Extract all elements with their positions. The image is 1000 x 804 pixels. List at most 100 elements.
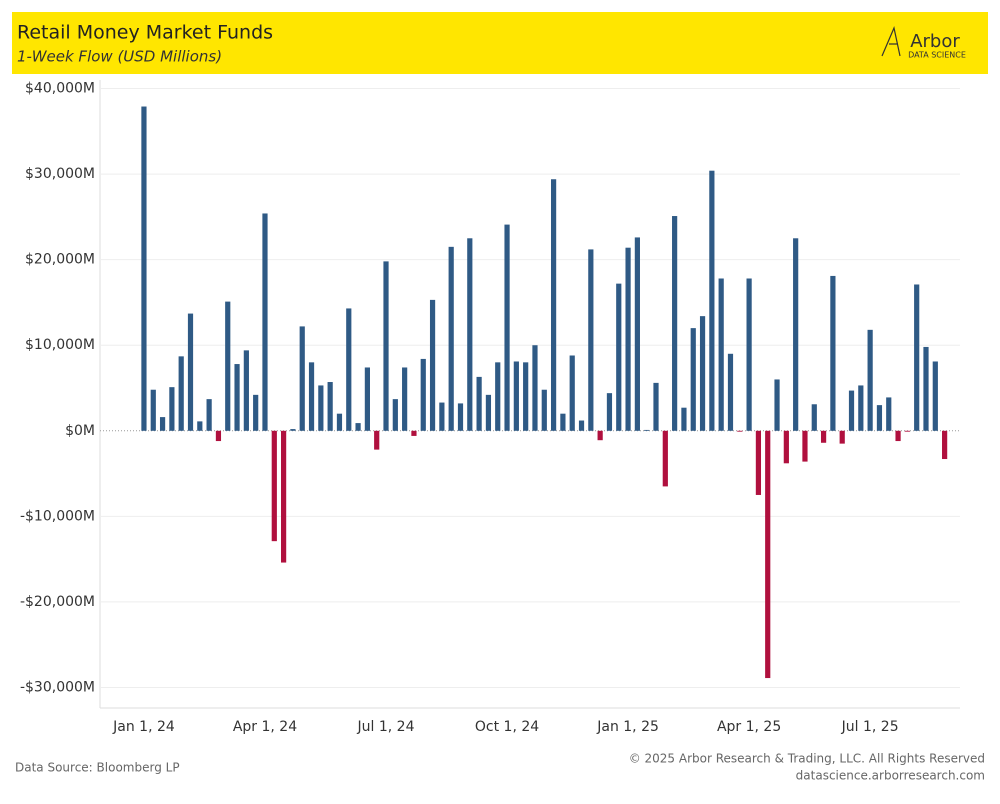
bar — [206, 399, 212, 431]
bar — [876, 405, 883, 431]
bar — [904, 430, 910, 432]
y-tick-label: $0M — [65, 423, 95, 439]
bar — [318, 385, 324, 431]
source: Data Source: Bloomberg LP — [15, 761, 180, 775]
bar — [550, 179, 557, 431]
bar — [690, 328, 696, 431]
bar — [560, 413, 566, 431]
bar — [886, 397, 892, 431]
x-tick-label: Oct 1, 24 — [475, 719, 539, 735]
bar — [895, 430, 901, 442]
bar — [271, 430, 277, 542]
x-tick-label: Apr 1, 24 — [233, 719, 297, 735]
bar — [243, 350, 249, 431]
bar — [644, 429, 650, 431]
x-tick-label: Jul 1, 24 — [357, 719, 415, 735]
bar — [187, 313, 194, 431]
bar — [308, 362, 315, 431]
bar — [253, 394, 259, 431]
bar — [662, 430, 668, 487]
bar — [364, 367, 370, 431]
x-tick-label: Apr 1, 25 — [717, 719, 781, 735]
y-tick-label: $30,000M — [25, 166, 95, 182]
bar — [681, 407, 687, 431]
bar — [383, 261, 389, 431]
bar — [262, 213, 268, 431]
bar — [467, 238, 473, 431]
chart-title: Retail Money Market Funds — [17, 22, 273, 44]
bar — [141, 106, 147, 431]
bar — [625, 247, 631, 431]
bar — [569, 355, 575, 431]
y-tick-label: -$30,000M — [20, 679, 95, 695]
y-tick-label: -$10,000M — [20, 508, 95, 524]
bar — [923, 346, 929, 431]
bar — [848, 390, 855, 431]
bar — [150, 389, 156, 431]
y-tick-label: -$20,000M — [20, 594, 95, 610]
bar — [336, 413, 343, 431]
bar — [616, 283, 622, 431]
bar — [606, 393, 613, 431]
bar — [718, 278, 724, 431]
bar — [802, 430, 808, 462]
logo-mark — [881, 26, 901, 57]
bar — [811, 404, 817, 431]
bar — [755, 430, 762, 495]
y-tick-label: $20,000M — [25, 252, 95, 268]
x-tick-label: Jul 1, 25 — [841, 719, 899, 735]
bar — [774, 379, 780, 431]
bar — [597, 430, 603, 441]
bar — [653, 382, 659, 431]
bar — [197, 421, 203, 431]
bar — [793, 238, 799, 431]
bar — [485, 394, 492, 431]
copyright: © 2025 Arbor Research & Trading, LLC. Al… — [629, 752, 985, 766]
bar — [765, 430, 771, 679]
bar — [588, 249, 594, 431]
bar — [867, 329, 873, 431]
bar — [513, 361, 519, 431]
bar — [672, 216, 678, 431]
bar — [420, 358, 426, 431]
bar — [914, 284, 920, 431]
bar — [532, 345, 538, 431]
bar — [932, 361, 938, 431]
bar — [281, 430, 287, 563]
bar — [523, 362, 529, 431]
x-tick-label: Jan 1, 24 — [112, 719, 175, 735]
header-band — [12, 12, 988, 74]
bar — [709, 170, 715, 431]
bar — [169, 387, 175, 431]
bar — [234, 364, 240, 431]
bar — [457, 403, 464, 431]
bar — [578, 420, 585, 431]
bar — [541, 389, 547, 431]
bar — [942, 430, 948, 460]
y-tick-label: $10,000M — [25, 337, 95, 353]
bar — [830, 275, 836, 431]
bar — [858, 385, 864, 431]
bar — [178, 356, 184, 431]
logo-sub: DATA SCIENCE — [908, 51, 966, 60]
bar — [634, 237, 640, 431]
bar — [737, 430, 743, 432]
bar — [159, 417, 166, 431]
bar — [429, 299, 436, 431]
bar — [820, 430, 827, 443]
bar — [439, 402, 445, 431]
bar — [402, 367, 408, 431]
bar — [839, 430, 845, 444]
bar — [355, 423, 361, 431]
bar — [346, 308, 352, 431]
bar — [225, 301, 231, 431]
bar — [504, 224, 510, 431]
bar — [727, 353, 734, 431]
bar — [299, 326, 305, 431]
chart-subtitle: 1-Week Flow (USD Millions) — [17, 48, 222, 66]
bar — [327, 382, 333, 431]
bar — [699, 316, 706, 431]
bar — [783, 430, 789, 464]
bar — [411, 430, 417, 436]
